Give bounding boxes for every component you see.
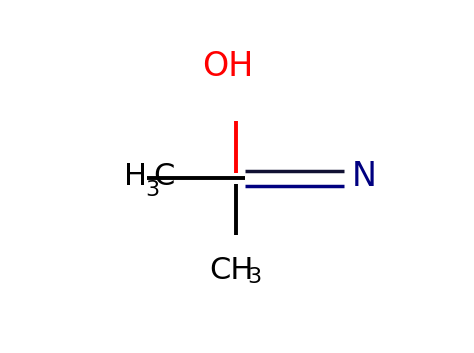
Text: H: H	[124, 162, 146, 191]
Text: 3: 3	[247, 267, 261, 287]
Text: C: C	[153, 162, 174, 191]
Text: OH: OH	[202, 50, 254, 83]
Text: CH: CH	[210, 256, 254, 285]
Text: N: N	[351, 160, 376, 193]
Text: 3: 3	[146, 180, 160, 201]
